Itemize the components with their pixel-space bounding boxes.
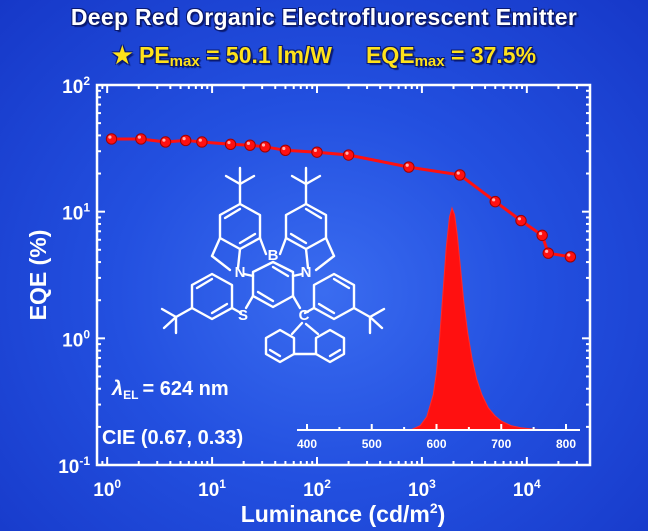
- y-tick-label: 101: [62, 201, 90, 225]
- eqe-data-point: [454, 169, 466, 181]
- eqe-data-point: [279, 144, 292, 157]
- pe-label: PE: [138, 42, 170, 68]
- eqe-point-highlight: [538, 231, 543, 236]
- eqe-series: [105, 133, 577, 263]
- eqe-point-highlight: [313, 148, 318, 152]
- inset-wavelength-axis: 400 500 600 700 800: [297, 424, 580, 451]
- molecule-atom-labels: B N N S C: [235, 247, 312, 324]
- eqe-data-point: [105, 133, 118, 145]
- inset-tick-label: 600: [426, 437, 446, 451]
- inset-tick-label: 500: [362, 437, 382, 451]
- eqe-point-highlight: [261, 143, 266, 147]
- atom-label-s: S: [238, 307, 248, 324]
- y-tick-label: 100: [62, 327, 90, 351]
- eqe-sub: max: [414, 53, 445, 70]
- eqe-point-highlight: [567, 253, 571, 257]
- eqe-data-point: [196, 136, 208, 148]
- star-icon: ★: [111, 42, 133, 68]
- eqe-point-highlight: [282, 146, 286, 151]
- x-axis-title: Luminance (cd/m2): [241, 500, 446, 527]
- eqe-point-highlight: [182, 137, 186, 141]
- eqe-point-highlight: [198, 138, 202, 142]
- eqe-point-highlight: [227, 140, 231, 145]
- eqe-point-highlight: [345, 151, 349, 155]
- y-tick-label: 10-1: [58, 454, 90, 478]
- eqe-point-highlight: [405, 163, 409, 167]
- inset-tick-label: 400: [297, 437, 317, 451]
- atom-label-n-right: N: [301, 264, 312, 281]
- x-tick-label: 101: [198, 477, 226, 501]
- el-spectrum: [410, 206, 547, 431]
- eqe-point-highlight: [108, 135, 112, 139]
- eqe-data-point: [489, 195, 501, 208]
- x-tick-label: 100: [93, 477, 121, 501]
- eqe-value: = 37.5%: [451, 42, 537, 68]
- eqe-data-point: [403, 161, 415, 173]
- y-axis-title: EQE (%): [25, 230, 51, 321]
- molecule-structure: [160, 166, 386, 364]
- eqe-point-highlight: [545, 249, 549, 254]
- eqe-label: EQE: [366, 42, 415, 68]
- eqe-data-point: [311, 146, 323, 158]
- atom-label-b: B: [268, 247, 279, 264]
- eqe-data-point: [135, 133, 147, 145]
- eqe-point-highlight: [162, 138, 166, 142]
- eqe-point-highlight: [137, 135, 141, 139]
- eqe-point-highlight: [517, 217, 522, 221]
- eqe-data-point: [515, 214, 527, 227]
- x-tick-label: 102: [303, 477, 331, 501]
- eqe-data-point: [259, 141, 271, 153]
- lambda-el-annotation: λEL = 624 nm: [111, 378, 229, 402]
- pe-sub: max: [169, 53, 200, 70]
- eqe-point-highlight: [456, 171, 460, 175]
- x-tick-label: 104: [513, 477, 541, 501]
- inset-tick-label: 700: [491, 437, 511, 451]
- eqe-point-highlight: [246, 141, 251, 145]
- eqe-data-point: [342, 149, 355, 161]
- eqe-data-point: [536, 229, 548, 242]
- eqe-data-point: [542, 247, 554, 259]
- eqe-data-point: [224, 138, 237, 151]
- cie-annotation: CIE (0.67, 0.33): [102, 427, 243, 449]
- chart-subtitle: ★ PEmax = 50.1 lm/W EQEmax = 37.5%: [0, 42, 648, 70]
- inset-tick-label: 800: [556, 437, 576, 451]
- eqe-data-point: [179, 134, 192, 147]
- y-tick-label: 102: [62, 74, 90, 98]
- atom-label-c: C: [299, 307, 310, 324]
- eqe-data-point: [244, 139, 256, 151]
- x-tick-label: 103: [408, 477, 436, 501]
- eqe-data-point: [564, 251, 577, 263]
- pe-value: = 50.1 lm/W: [206, 42, 332, 68]
- chart-title: Deep Red Organic Electrofluorescent Emit…: [70, 4, 578, 30]
- plot-frame: [95, 83, 592, 467]
- el-spectrum-area: [410, 206, 547, 431]
- atom-label-n-left: N: [235, 264, 246, 281]
- eqe-series-line: [111, 137, 571, 259]
- eqe-data-point: [159, 136, 172, 148]
- eqe-point-highlight: [492, 198, 496, 202]
